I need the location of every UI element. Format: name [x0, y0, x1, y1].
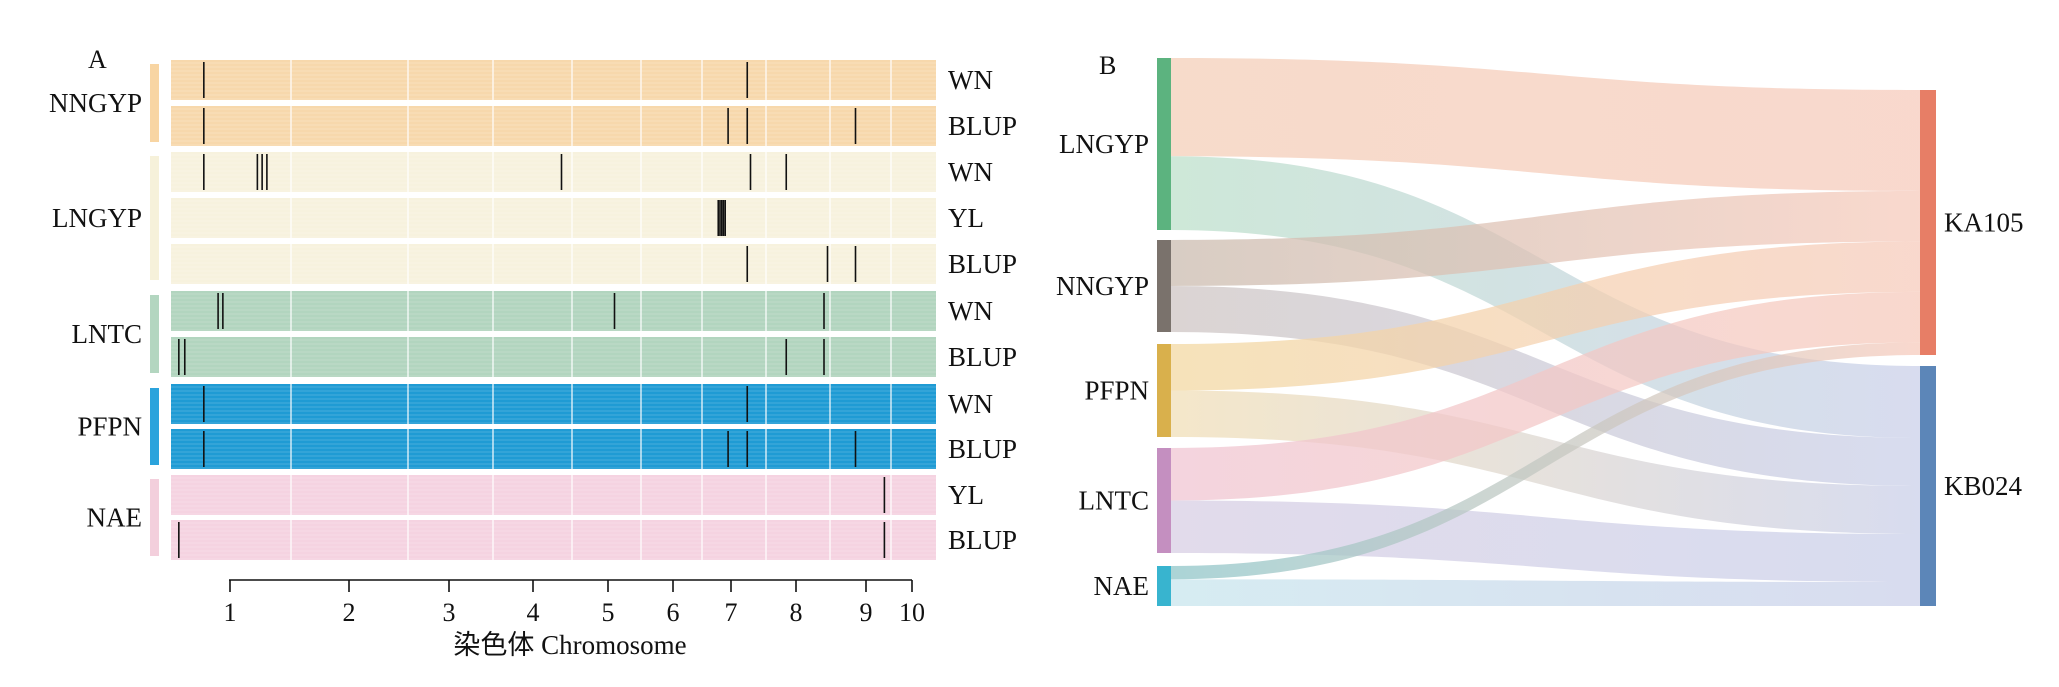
track-label-blup: BLUP — [948, 434, 1017, 464]
group-label-nngyp: NNGYP — [49, 88, 142, 118]
node-lngyp — [1157, 58, 1171, 230]
group-bar-lngyp — [150, 156, 159, 280]
track-label-wn: WN — [948, 389, 993, 419]
x-tick-label: 7 — [725, 598, 738, 627]
node-label-nngyp: NNGYP — [1056, 271, 1149, 301]
node-label-nae: NAE — [1094, 571, 1150, 601]
x-tick-label: 9 — [860, 598, 873, 627]
link-lntc-ka105 — [1171, 291, 1920, 501]
track-label-wn: WN — [948, 65, 993, 95]
link-lngyp-ka105 — [1171, 58, 1920, 191]
grid-lines — [290, 60, 892, 560]
x-tick-label: 5 — [602, 598, 615, 627]
node-kb024 — [1920, 366, 1936, 606]
node-nngyp — [1157, 240, 1171, 332]
sankey-links — [1171, 58, 1920, 606]
track-lngyp-wn — [171, 152, 936, 192]
track-nngyp-blup — [171, 106, 936, 146]
node-label-kb024: KB024 — [1944, 471, 2023, 501]
track-label-wn: WN — [948, 157, 993, 187]
group-label-lntc: LNTC — [72, 319, 143, 349]
group-label-nae: NAE — [87, 503, 143, 533]
track-label-wn: WN — [948, 296, 993, 326]
x-tick-label: 1 — [224, 598, 237, 627]
track-label-yl: YL — [948, 480, 984, 510]
track-nae-yl — [171, 475, 936, 515]
marker-layer — [178, 62, 886, 558]
x-tick-label: 6 — [667, 598, 680, 627]
node-label-ka105: KA105 — [1944, 208, 2024, 238]
x-tick-label: 8 — [790, 598, 803, 627]
x-tick-label: 4 — [527, 598, 540, 627]
group-bar-nngyp — [150, 64, 159, 142]
node-pfpn — [1157, 344, 1171, 437]
group-labels: NNGYP LNGYP LNTC PFPN NAE — [49, 64, 159, 556]
panel-b-letter: B — [1099, 51, 1116, 80]
group-bar-nae — [150, 479, 159, 556]
track-pfpn-blup — [171, 429, 936, 469]
x-tick-label: 10 — [899, 598, 925, 627]
link-nae-kb024 — [1171, 579, 1920, 606]
track-area — [171, 60, 936, 560]
sankey-nodes — [1157, 58, 1936, 606]
track-pfpn-wn — [171, 384, 936, 424]
x-tick-label: 3 — [443, 598, 456, 627]
group-label-lngyp: LNGYP — [52, 203, 142, 233]
panel-b-sankey: B LNGYP NNGYP PFPN LNTC NAE KA105 KB024 — [1056, 51, 2024, 606]
node-ka105 — [1920, 90, 1936, 355]
track-lntc-blup — [171, 337, 936, 377]
track-label-blup: BLUP — [948, 249, 1017, 279]
x-axis: 1 2 3 4 5 6 7 8 9 10 — [224, 579, 925, 627]
group-label-pfpn: PFPN — [77, 412, 142, 442]
track-lngyp-yl — [171, 198, 936, 238]
track-lntc-wn — [171, 291, 936, 331]
link-nae-ka105 — [1171, 342, 1920, 580]
group-bar-pfpn — [150, 388, 159, 465]
track-lngyp-blup — [171, 244, 936, 284]
track-labels: WN BLUP WN YL BLUP WN BLUP WN BLUP YL BLUP — [948, 65, 1017, 555]
sankey-node-labels: LNGYP NNGYP PFPN LNTC NAE KA105 KB024 — [1056, 129, 2024, 601]
node-label-pfpn: PFPN — [1084, 376, 1149, 406]
link-pfpn-ka105 — [1171, 241, 1920, 391]
node-lntc — [1157, 448, 1171, 553]
group-bar-lntc — [150, 295, 159, 373]
x-axis-title: 染色体 Chromosome — [453, 630, 686, 660]
link-nngyp-ka105 — [1171, 190, 1920, 286]
track-label-blup: BLUP — [948, 525, 1017, 555]
node-label-lntc: LNTC — [1079, 486, 1150, 516]
track-nngyp-wn — [171, 60, 936, 100]
node-nae — [1157, 566, 1171, 606]
node-label-lngyp: LNGYP — [1059, 129, 1149, 159]
track-label-blup: BLUP — [948, 342, 1017, 372]
track-nae-blup — [171, 520, 936, 560]
track-label-blup: BLUP — [948, 111, 1017, 141]
track-label-yl: YL — [948, 203, 984, 233]
panel-a-letter: A — [88, 45, 107, 74]
x-tick-label: 2 — [343, 598, 356, 627]
link-lntc-kb024 — [1171, 500, 1920, 582]
